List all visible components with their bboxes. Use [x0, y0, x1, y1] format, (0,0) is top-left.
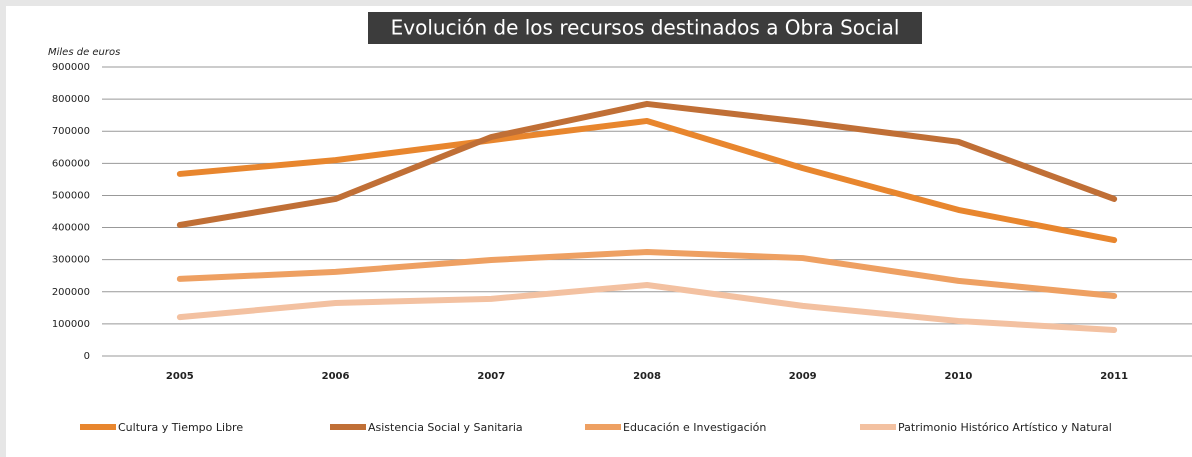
chart-title: Evolución de los recursos destinados a O…: [391, 16, 900, 40]
legend-label: Patrimonio Histórico Artístico y Natural: [898, 421, 1112, 434]
y-tick-label: 0: [84, 351, 90, 362]
y-tick-label: 300000: [52, 255, 90, 266]
x-tick-label: 2006: [322, 371, 350, 382]
x-tick-label: 2005: [166, 371, 194, 382]
y-tick-label: 200000: [52, 287, 90, 298]
series-line: [176, 248, 1118, 299]
legend-label: Asistencia Social y Sanitaria: [368, 421, 523, 434]
x-tick-label: 2007: [477, 371, 505, 382]
legend-label: Cultura y Tiempo Libre: [118, 421, 243, 434]
x-tick-label: 2010: [945, 371, 973, 382]
x-tick-label: 2009: [789, 371, 817, 382]
y-tick-label: 100000: [52, 319, 90, 330]
y-tick-label: 800000: [52, 94, 90, 105]
y-axis-label: Miles de euros: [48, 47, 120, 58]
y-tick-label: 900000: [52, 62, 90, 73]
y-tick-label: 600000: [52, 158, 90, 169]
y-tick-label: 500000: [52, 190, 90, 201]
series-line: [176, 100, 1118, 228]
title-box: [368, 12, 922, 44]
legend-label: Educación e Investigación: [623, 421, 766, 434]
x-tick-label: 2008: [633, 371, 661, 382]
y-tick-label: 400000: [52, 223, 90, 234]
y-tick-label: 700000: [52, 126, 90, 137]
series-line: [176, 117, 1118, 244]
x-tick-label: 2011: [1100, 371, 1128, 382]
series-line: [176, 282, 1118, 333]
panel: [6, 6, 1192, 457]
